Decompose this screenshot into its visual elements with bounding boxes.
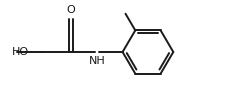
Text: O: O <box>66 5 75 15</box>
Text: NH: NH <box>88 56 105 66</box>
Text: HO: HO <box>11 47 29 57</box>
